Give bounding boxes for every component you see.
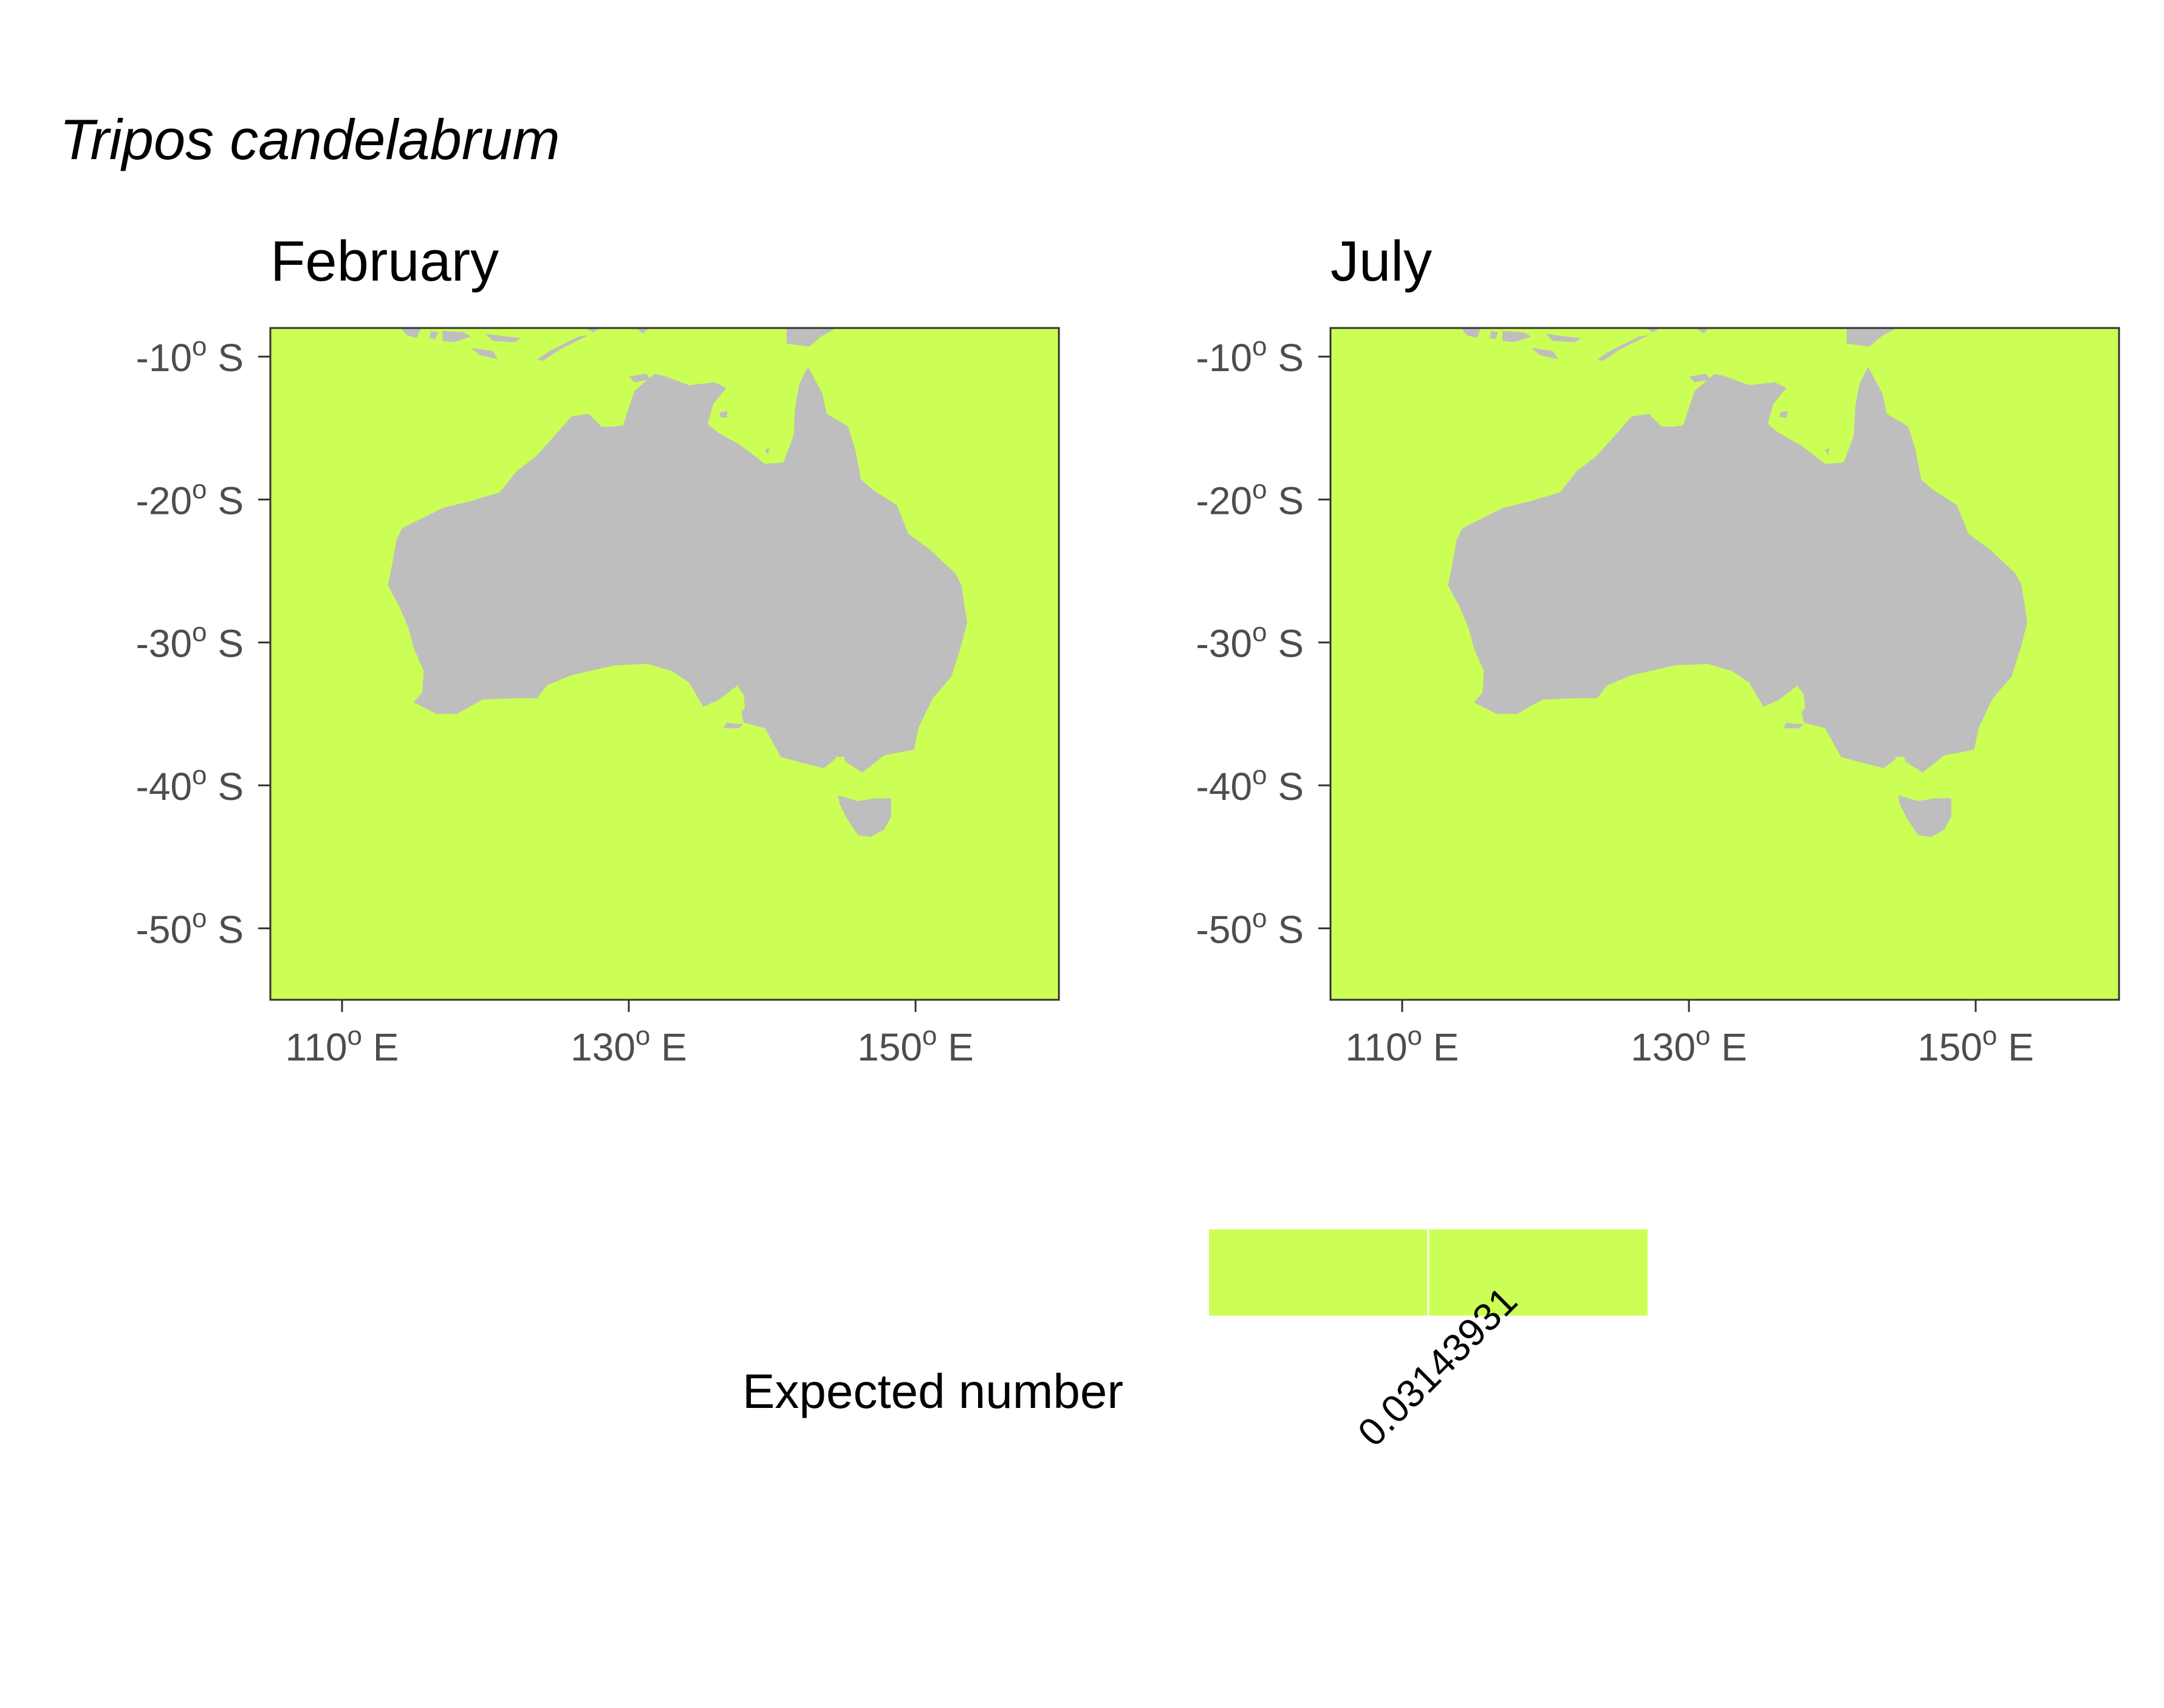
island: [1460, 328, 1481, 338]
island: [1689, 374, 1711, 383]
island: [1783, 722, 1804, 728]
gulf: [1895, 757, 1906, 761]
island: [430, 330, 439, 340]
legend: Expected number 0.03143931: [742, 1229, 1648, 1455]
island: [1646, 328, 1660, 333]
island: [765, 448, 770, 456]
y-tick-label: -40o S: [1196, 760, 1304, 808]
island: [586, 328, 600, 333]
tasmania: [1898, 795, 1951, 837]
panel-border: [269, 327, 1060, 1001]
island: [537, 335, 589, 361]
gulf: [1796, 685, 1806, 712]
island: [400, 328, 421, 338]
map-panel-july: -10o S -20o S -30o S -40o S -50o S 110o E 130o…: [1196, 327, 2120, 1069]
y-tick-label: -30o S: [1196, 618, 1304, 666]
x-tick-label: 110o E: [1346, 1021, 1459, 1069]
gulf: [1773, 688, 1794, 710]
y-tick-label: -30o S: [136, 618, 244, 666]
gulf: [765, 456, 784, 464]
australia-mainland: [1448, 366, 2027, 773]
gulf: [713, 688, 734, 710]
x-tick-label: 130o E: [1631, 1021, 1747, 1069]
island: [1502, 330, 1532, 343]
island: [442, 330, 471, 343]
gulf: [835, 757, 846, 761]
x-tick-label: 150o E: [857, 1021, 974, 1069]
australia-mainland: [388, 366, 967, 773]
panel-border: [1329, 327, 2120, 1001]
plot-title: Tripos candelabrum: [60, 108, 560, 171]
y-tick-label: -20o S: [136, 474, 244, 522]
y-tick-label: -40o S: [136, 760, 244, 808]
island: [485, 333, 521, 343]
gulf: [736, 685, 745, 712]
tasmania: [838, 795, 891, 837]
gulf: [1825, 456, 1844, 464]
panel-title-february: February: [270, 229, 499, 293]
landmass: [1448, 328, 2027, 837]
y-tick-label: -10o S: [1196, 332, 1304, 380]
x-tick-label: 130o E: [570, 1021, 687, 1069]
x-tick-label: 150o E: [1917, 1021, 2034, 1069]
island: [1597, 335, 1649, 361]
island: [1696, 328, 1709, 334]
y-tick-label: -50o S: [1196, 903, 1304, 951]
island: [1779, 411, 1788, 418]
island: [1531, 347, 1559, 360]
island: [635, 328, 649, 334]
map-panel-february: -10o S -20o S -30o S -40o S -50o S 110o E 130o…: [136, 327, 1060, 1069]
legend-title: Expected number: [742, 1364, 1123, 1418]
new-guinea: [1846, 328, 1897, 347]
x-tick-label: 110o E: [286, 1021, 399, 1069]
new-guinea: [786, 328, 837, 347]
landmass: [388, 328, 967, 837]
y-tick-label: -50o S: [136, 903, 244, 951]
island: [723, 722, 744, 728]
y-tick-label: -10o S: [136, 332, 244, 380]
panel-title-july: July: [1330, 229, 1432, 293]
island: [1825, 448, 1830, 456]
island: [1490, 330, 1499, 340]
island: [471, 347, 499, 360]
y-tick-label: -20o S: [1196, 474, 1304, 522]
island: [719, 411, 728, 418]
island: [1546, 333, 1581, 343]
island: [629, 374, 651, 383]
